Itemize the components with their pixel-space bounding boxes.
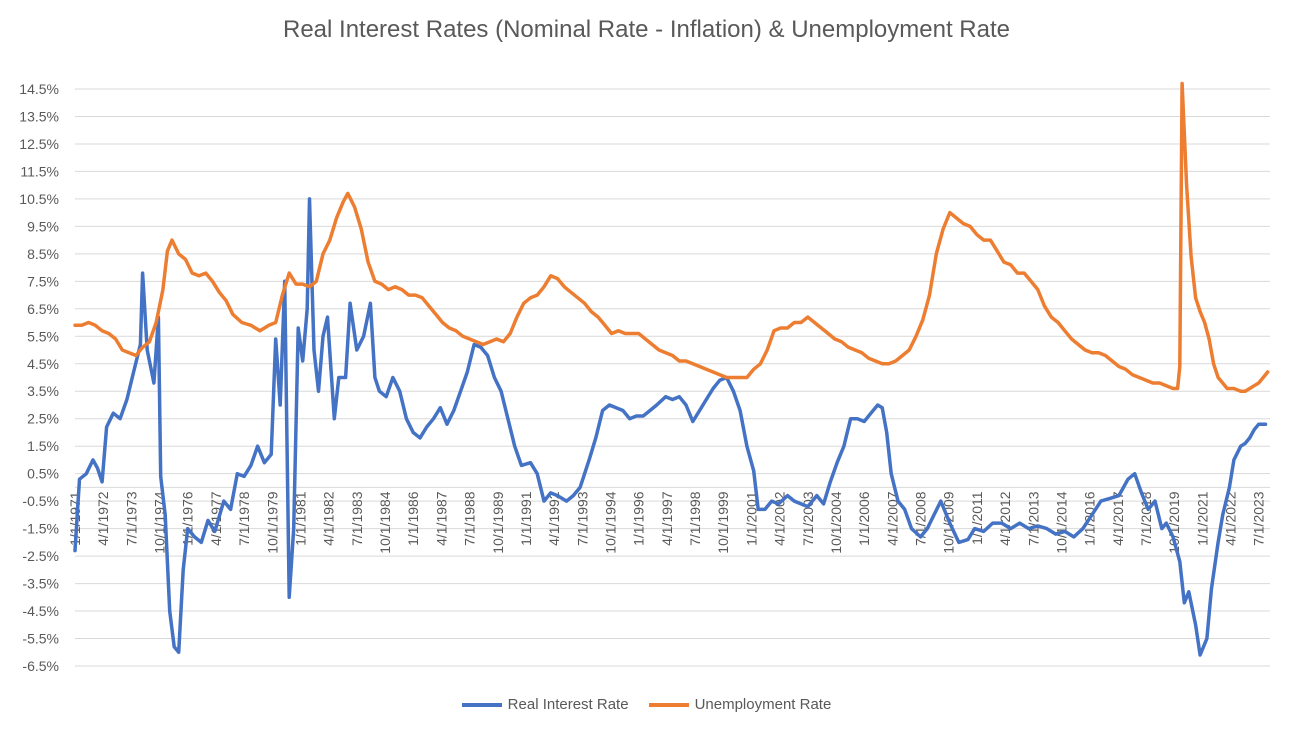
y-axis-ticks: 14.5% 13.5% 12.5% 11.5% 10.5% 9.5% 8.5% 7.5% 6.5… (19, 81, 59, 674)
legend-swatch-blue (461, 702, 502, 707)
x-tick-label: 10/1/1994 (602, 491, 618, 553)
y-tick-label: 5.5% (27, 328, 59, 344)
legend-item-real-interest-rate[interactable]: Real Interest Rate (461, 696, 629, 713)
series-lines (73, 81, 1270, 657)
x-tick-label: 1/1/2001 (743, 491, 759, 546)
legend: Real Interest Rate Unemployment Rate (0, 696, 1293, 713)
y-tick-label: 0.5% (27, 466, 59, 482)
x-tick-label: 1/1/2021 (1194, 491, 1210, 546)
x-tick-label: 7/1/1993 (574, 491, 590, 546)
y-tick-label: -6.5% (22, 658, 59, 674)
y-tick-label: 10.5% (19, 191, 59, 207)
chart-title: Real Interest Rates (Nominal Rate - Infl… (283, 16, 1010, 43)
x-tick-label: 10/1/2019 (1166, 491, 1182, 553)
legend-label: Unemployment Rate (694, 696, 832, 713)
y-tick-label: 6.5% (27, 301, 59, 317)
x-tick-label: 4/1/2007 (884, 491, 900, 546)
x-tick-label: 7/1/2023 (1251, 491, 1267, 546)
y-tick-label: -4.5% (22, 603, 59, 619)
series-line-real-interest-rate[interactable] (73, 197, 1268, 657)
x-tick-label: 10/1/1999 (715, 491, 731, 553)
y-tick-label: 11.5% (20, 163, 59, 179)
x-tick-label: 1/1/2006 (856, 491, 872, 546)
y-tick-label: -3.5% (22, 576, 59, 592)
x-tick-label: 1/1/1986 (405, 491, 421, 546)
y-tick-label: -1.5% (22, 521, 59, 537)
x-tick-label: 4/1/2017 (1110, 491, 1126, 546)
x-tick-label: 4/1/2002 (772, 491, 788, 546)
y-tick-label: 14.5% (19, 81, 59, 97)
x-tick-label: 10/1/2004 (828, 491, 844, 553)
x-tick-label: 1/1/1991 (518, 491, 534, 546)
x-tick-label: 4/1/1997 (659, 491, 675, 546)
series-line-unemployment-rate[interactable] (73, 81, 1270, 393)
y-tick-label: 13.5% (19, 108, 59, 124)
x-tick-label: 4/1/1987 (433, 491, 449, 546)
x-tick-label: 4/1/1992 (546, 491, 562, 546)
x-tick-label: 4/1/1982 (321, 491, 337, 546)
gridlines (75, 88, 1270, 667)
x-tick-label: 7/1/1973 (123, 491, 139, 546)
y-tick-label: 4.5% (27, 356, 59, 372)
y-tick-label: -0.5% (22, 493, 59, 509)
x-tick-label: 10/1/1979 (264, 491, 280, 553)
y-tick-label: 1.5% (27, 438, 59, 454)
x-tick-label: 10/1/1989 (490, 491, 506, 553)
x-tick-label: 7/1/1983 (349, 491, 365, 546)
x-tick-label: 4/1/2012 (997, 491, 1013, 546)
x-tick-label: 10/1/1984 (377, 491, 393, 553)
y-tick-label: -2.5% (22, 548, 59, 564)
x-tick-label: 7/1/1978 (236, 491, 252, 546)
y-tick-label: 8.5% (27, 246, 59, 262)
x-tick-label: 7/1/1998 (687, 491, 703, 546)
y-tick-label: 9.5% (27, 218, 59, 234)
x-tick-label: 7/1/1988 (462, 491, 478, 546)
y-tick-label: 7.5% (27, 273, 59, 289)
y-tick-label: 3.5% (27, 383, 59, 399)
x-tick-label: 4/1/1972 (95, 491, 111, 546)
x-tick-label: 10/1/2014 (1053, 491, 1069, 553)
y-tick-label: 12.5% (19, 136, 59, 152)
y-tick-label: 2.5% (27, 411, 59, 427)
y-tick-label: -5.5% (22, 631, 59, 647)
legend-label: Real Interest Rate (507, 696, 629, 713)
x-tick-label: 7/1/2013 (1025, 491, 1041, 546)
x-tick-label: 4/1/1977 (208, 491, 224, 546)
x-tick-label: 1/1/1981 (292, 491, 308, 546)
x-tick-label: 1/1/1996 (631, 491, 647, 546)
legend-swatch-orange (648, 702, 689, 707)
legend-item-unemployment-rate[interactable]: Unemployment Rate (648, 696, 832, 713)
